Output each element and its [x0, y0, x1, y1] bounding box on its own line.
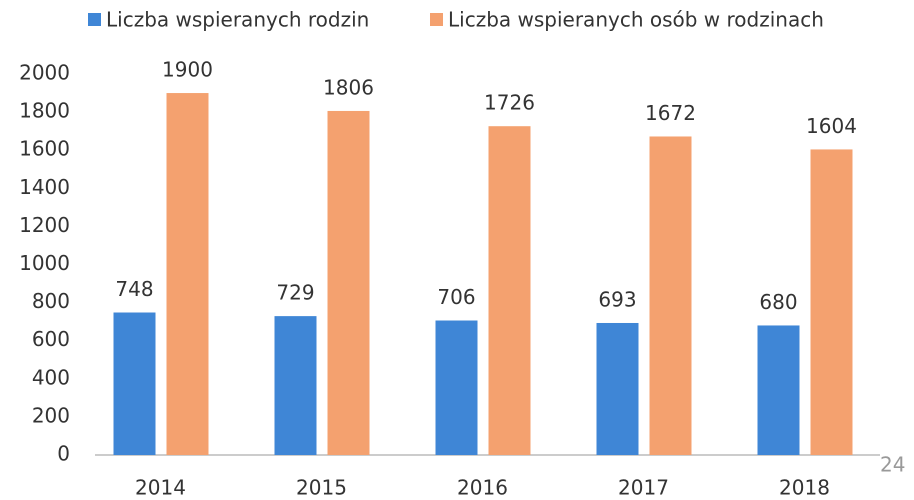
bar: [327, 110, 370, 455]
bar: [757, 325, 800, 455]
data-label: 729: [276, 281, 314, 305]
data-label: 1806: [323, 75, 374, 99]
y-tick-label: 1000: [19, 251, 70, 275]
x-tick-label: 2016: [457, 476, 508, 500]
data-label: 680: [759, 290, 797, 314]
data-label: 1604: [806, 114, 857, 138]
y-tick-label: 0: [57, 442, 70, 466]
y-tick-label: 1200: [19, 213, 70, 237]
x-tick-label: 2014: [135, 476, 186, 500]
page-number: 24: [880, 453, 905, 477]
bar: [435, 320, 478, 455]
bar: [649, 136, 692, 455]
data-label: 1900: [162, 58, 213, 82]
bar: [113, 312, 156, 455]
y-tick-label: 400: [32, 365, 70, 389]
legend-swatch: [88, 13, 101, 26]
bar: [274, 316, 317, 455]
x-tick-label: 2015: [296, 476, 347, 500]
legend-label: Liczba wspieranych rodzin: [106, 8, 369, 32]
bar: [596, 322, 639, 455]
y-tick-label: 200: [32, 403, 70, 427]
x-tick-label: 2017: [618, 476, 669, 500]
bar: [166, 93, 209, 456]
y-tick-label: 1600: [19, 137, 70, 161]
data-label: 706: [437, 285, 475, 309]
data-label: 1726: [484, 91, 535, 115]
y-tick-label: 600: [32, 327, 70, 351]
y-tick-label: 1800: [19, 99, 70, 123]
bar: [488, 126, 531, 456]
data-label: 1672: [645, 101, 696, 125]
data-label: 693: [598, 287, 636, 311]
y-tick-label: 800: [32, 289, 70, 313]
x-tick-label: 2018: [779, 476, 830, 500]
bar: [810, 149, 853, 456]
data-label: 748: [115, 277, 153, 301]
legend-swatch: [430, 13, 443, 26]
y-tick-label: 1400: [19, 175, 70, 199]
legend-label: Liczba wspieranych osób w rodzinach: [448, 8, 824, 32]
y-tick-label: 2000: [19, 61, 70, 85]
